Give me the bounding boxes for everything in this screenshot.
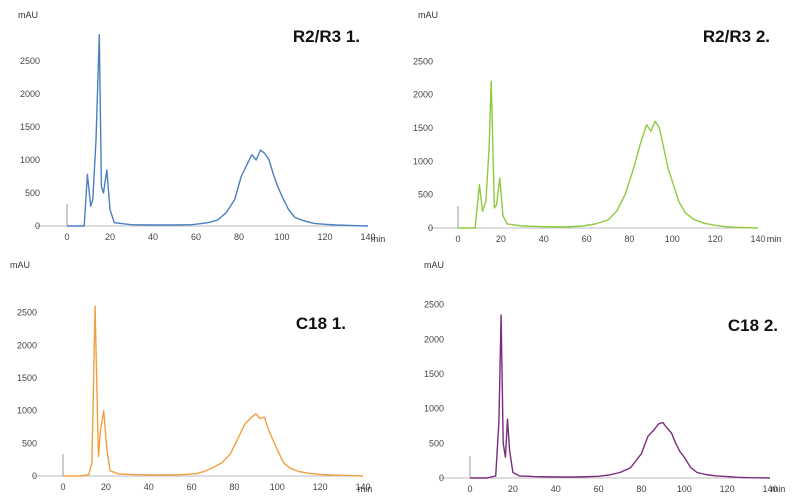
x-tick-label: 100 (270, 482, 285, 492)
x-tick-label: 20 (101, 482, 111, 492)
x-tick-label: 140 (750, 234, 765, 244)
x-tick-label: 40 (148, 232, 158, 242)
x-tick-label: 60 (191, 232, 201, 242)
x-tick-label: 20 (508, 484, 518, 494)
y-tick-label: 1500 (20, 122, 40, 132)
y-axis-unit: mAU (10, 260, 30, 270)
chart-title: C18 2. (728, 316, 778, 335)
x-tick-label: 100 (274, 232, 289, 242)
x-axis-unit: min (358, 484, 373, 494)
x-tick-label: 0 (60, 482, 65, 492)
y-tick-label: 0 (439, 473, 444, 483)
y-axis-unit: mAU (418, 10, 438, 20)
x-tick-label: 60 (594, 484, 604, 494)
chart-title: R2/R3 1. (293, 27, 360, 46)
chart-title: R2/R3 2. (703, 27, 770, 46)
y-tick-label: 2500 (424, 300, 444, 310)
series-line (63, 305, 364, 477)
y-tick-label: 2500 (413, 56, 433, 66)
y-tick-label: 2000 (20, 89, 40, 99)
x-tick-label: 120 (317, 232, 332, 242)
x-tick-label: 140 (360, 232, 375, 242)
y-tick-label: 1500 (424, 369, 444, 379)
chart-title: C18 1. (296, 314, 346, 333)
chromatogram-r2r3-1: 0 20 40 60 80 100 120 140 0 500 1000 1500 2000 2500 mA… (18, 10, 385, 244)
y-axis-unit: mAU (18, 10, 38, 20)
x-tick-label: 80 (624, 234, 634, 244)
x-tick-label: 120 (313, 482, 328, 492)
x-tick-label: 60 (187, 482, 197, 492)
x-tick-label: 100 (665, 234, 680, 244)
x-tick-label: 20 (105, 232, 115, 242)
chromatogram-r2r3-2: 0 20 40 60 80 100 120 140 0 500 1000 1500 2000 2500 mA… (413, 10, 782, 244)
y-tick-label: 2000 (17, 340, 37, 350)
x-axis-unit: min (767, 234, 782, 244)
y-tick-label: 1000 (424, 404, 444, 414)
y-tick-label: 1000 (17, 406, 37, 416)
y-axis-unit: mAU (424, 260, 444, 270)
x-tick-label: 140 (762, 484, 777, 494)
x-tick-label: 40 (539, 234, 549, 244)
y-tick-label: 500 (429, 438, 444, 448)
y-tick-label: 1500 (17, 373, 37, 383)
x-tick-label: 80 (229, 482, 239, 492)
x-tick-label: 0 (467, 484, 472, 494)
y-tick-label: 1500 (413, 123, 433, 133)
series-line (470, 314, 771, 479)
x-tick-label: 40 (144, 482, 154, 492)
series-line (67, 33, 369, 227)
x-tick-label: 0 (455, 234, 460, 244)
x-tick-label: 120 (720, 484, 735, 494)
x-axis-unit: min (771, 484, 786, 494)
y-tick-label: 1000 (413, 156, 433, 166)
y-tick-label: 2000 (424, 334, 444, 344)
x-tick-label: 80 (636, 484, 646, 494)
series-line (458, 80, 759, 229)
x-tick-label: 0 (64, 232, 69, 242)
x-tick-label: 40 (551, 484, 561, 494)
chromatogram-c18-1: 0 20 40 60 80 100 120 140 0 500 1000 1500 2000 2500 mA… (10, 260, 373, 494)
y-tick-label: 500 (418, 190, 433, 200)
y-tick-label: 500 (22, 438, 37, 448)
x-tick-label: 80 (234, 232, 244, 242)
x-tick-label: 60 (582, 234, 592, 244)
y-tick-label: 2500 (20, 56, 40, 66)
x-tick-label: 140 (355, 482, 370, 492)
chromatogram-c18-2: 0 20 40 60 80 100 120 140 0 500 1000 1500 2000 2500 mA… (424, 260, 786, 494)
y-tick-label: 2000 (413, 90, 433, 100)
x-axis-unit: min (371, 234, 386, 244)
y-tick-label: 2500 (17, 308, 37, 318)
y-tick-label: 0 (428, 223, 433, 233)
y-tick-label: 0 (35, 221, 40, 231)
x-tick-label: 100 (677, 484, 692, 494)
y-tick-label: 500 (25, 188, 40, 198)
x-tick-label: 120 (708, 234, 723, 244)
y-tick-label: 1000 (20, 155, 40, 165)
y-tick-label: 0 (32, 471, 37, 481)
x-tick-label: 20 (496, 234, 506, 244)
